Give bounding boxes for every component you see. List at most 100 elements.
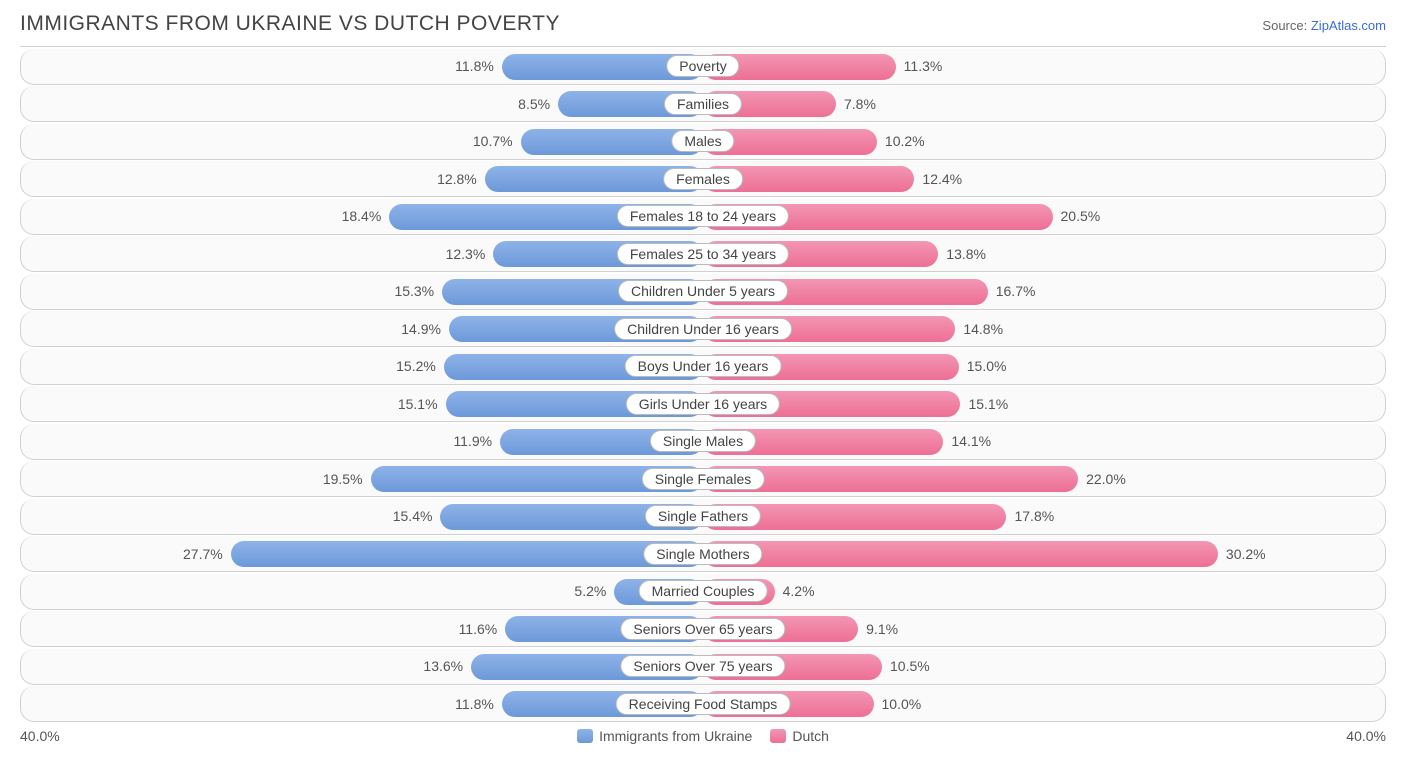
half-right: 7.8%: [703, 86, 1385, 121]
chart-row: 5.2% 4.2% Married Couples: [20, 574, 1386, 610]
half-left: 18.4%: [21, 199, 703, 234]
category-label: Females 25 to 34 years: [617, 243, 789, 265]
category-label: Children Under 16 years: [614, 318, 792, 340]
category-label: Females: [663, 168, 743, 190]
value-left: 12.8%: [437, 171, 477, 187]
half-right: 22.0%: [703, 461, 1385, 496]
half-left: 15.4%: [21, 499, 703, 534]
row-inner: 8.5% 7.8% Families: [21, 86, 1385, 121]
value-right: 15.1%: [968, 396, 1008, 412]
value-right: 30.2%: [1226, 546, 1266, 562]
chart-title: IMMIGRANTS FROM UKRAINE VS DUTCH POVERTY: [20, 12, 560, 36]
value-left: 11.6%: [459, 621, 498, 637]
legend-item-right: Dutch: [770, 728, 829, 744]
half-left: 8.5%: [21, 86, 703, 121]
half-right: 14.1%: [703, 424, 1385, 459]
category-label: Seniors Over 65 years: [620, 618, 785, 640]
row-inner: 12.3% 13.8% Females 25 to 34 years: [21, 236, 1385, 271]
chart-source: Source: ZipAtlas.com: [1262, 18, 1386, 33]
value-right: 12.4%: [922, 171, 962, 187]
half-right: 15.0%: [703, 349, 1385, 384]
chart-row: 14.9% 14.8% Children Under 16 years: [20, 311, 1386, 347]
half-left: 14.9%: [21, 311, 703, 346]
row-inner: 15.2% 15.0% Boys Under 16 years: [21, 349, 1385, 384]
value-left: 18.4%: [342, 208, 382, 224]
row-inner: 14.9% 14.8% Children Under 16 years: [21, 311, 1385, 346]
value-right: 4.2%: [783, 583, 815, 599]
row-inner: 11.6% 9.1% Seniors Over 65 years: [21, 611, 1385, 646]
value-left: 27.7%: [183, 546, 223, 562]
value-right: 9.1%: [866, 621, 898, 637]
row-inner: 13.6% 10.5% Seniors Over 75 years: [21, 649, 1385, 684]
value-left: 10.7%: [473, 133, 513, 149]
half-left: 15.3%: [21, 274, 703, 309]
value-right: 22.0%: [1086, 471, 1126, 487]
value-left: 15.3%: [394, 283, 434, 299]
value-left: 15.4%: [393, 508, 433, 524]
half-left: 15.1%: [21, 386, 703, 421]
chart-row: 27.7% 30.2% Single Mothers: [20, 536, 1386, 572]
half-left: 12.8%: [21, 161, 703, 196]
legend: Immigrants from Ukraine Dutch: [577, 728, 829, 744]
half-right: 20.5%: [703, 199, 1385, 234]
half-right: 4.2%: [703, 574, 1385, 609]
category-label: Receiving Food Stamps: [616, 693, 791, 715]
row-inner: 12.8% 12.4% Females: [21, 161, 1385, 196]
chart-row: 13.6% 10.5% Seniors Over 75 years: [20, 649, 1386, 685]
chart-row: 15.2% 15.0% Boys Under 16 years: [20, 349, 1386, 385]
half-left: 13.6%: [21, 649, 703, 684]
chart-row: 8.5% 7.8% Families: [20, 86, 1386, 122]
value-right: 10.2%: [885, 133, 925, 149]
chart-row: 15.3% 16.7% Children Under 5 years: [20, 274, 1386, 310]
half-right: 9.1%: [703, 611, 1385, 646]
legend-item-left: Immigrants from Ukraine: [577, 728, 752, 744]
half-right: 14.8%: [703, 311, 1385, 346]
chart-row: 15.1% 15.1% Girls Under 16 years: [20, 386, 1386, 422]
value-right: 10.5%: [890, 658, 930, 674]
half-left: 11.8%: [21, 686, 703, 721]
source-label: Source:: [1262, 18, 1307, 33]
category-label: Females 18 to 24 years: [617, 205, 789, 227]
category-label: Girls Under 16 years: [626, 393, 780, 415]
chart-row: 11.8% 10.0% Receiving Food Stamps: [20, 686, 1386, 722]
value-right: 14.8%: [963, 321, 1003, 337]
chart-header: IMMIGRANTS FROM UKRAINE VS DUTCH POVERTY…: [20, 12, 1386, 36]
half-right: 11.3%: [703, 49, 1385, 84]
chart-row: 11.6% 9.1% Seniors Over 65 years: [20, 611, 1386, 647]
source-link[interactable]: ZipAtlas.com: [1311, 18, 1386, 33]
category-label: Boys Under 16 years: [625, 355, 782, 377]
value-left: 11.8%: [455, 58, 494, 74]
half-left: 12.3%: [21, 236, 703, 271]
value-left: 13.6%: [423, 658, 463, 674]
category-label: Single Males: [650, 430, 756, 452]
chart-row: 15.4% 17.8% Single Fathers: [20, 499, 1386, 535]
half-left: 15.2%: [21, 349, 703, 384]
category-label: Families: [664, 93, 742, 115]
chart-row: 18.4% 20.5% Females 18 to 24 years: [20, 199, 1386, 235]
value-left: 11.9%: [453, 433, 492, 449]
half-left: 11.8%: [21, 49, 703, 84]
category-label: Poverty: [666, 55, 739, 77]
half-right: 17.8%: [703, 499, 1385, 534]
chart-row: 19.5% 22.0% Single Females: [20, 461, 1386, 497]
bar-left: [231, 541, 703, 567]
value-left: 15.1%: [398, 396, 438, 412]
value-right: 20.5%: [1061, 208, 1101, 224]
swatch-pink-icon: [770, 729, 786, 743]
half-right: 10.5%: [703, 649, 1385, 684]
diverging-bar-chart: IMMIGRANTS FROM UKRAINE VS DUTCH POVERTY…: [20, 12, 1386, 744]
category-label: Seniors Over 75 years: [620, 655, 785, 677]
half-right: 12.4%: [703, 161, 1385, 196]
bar-right: [703, 541, 1218, 567]
chart-row: 10.7% 10.2% Males: [20, 124, 1386, 160]
half-right: 15.1%: [703, 386, 1385, 421]
category-label: Children Under 5 years: [618, 280, 788, 302]
category-label: Single Mothers: [643, 543, 762, 565]
chart-rows: 11.8% 11.3% Poverty 8.5% 7.8% Families 1…: [20, 46, 1386, 722]
value-right: 14.1%: [951, 433, 991, 449]
row-inner: 19.5% 22.0% Single Females: [21, 461, 1385, 496]
chart-row: 11.9% 14.1% Single Males: [20, 424, 1386, 460]
value-right: 13.8%: [946, 246, 986, 262]
value-left: 11.8%: [455, 696, 494, 712]
row-inner: 5.2% 4.2% Married Couples: [21, 574, 1385, 609]
